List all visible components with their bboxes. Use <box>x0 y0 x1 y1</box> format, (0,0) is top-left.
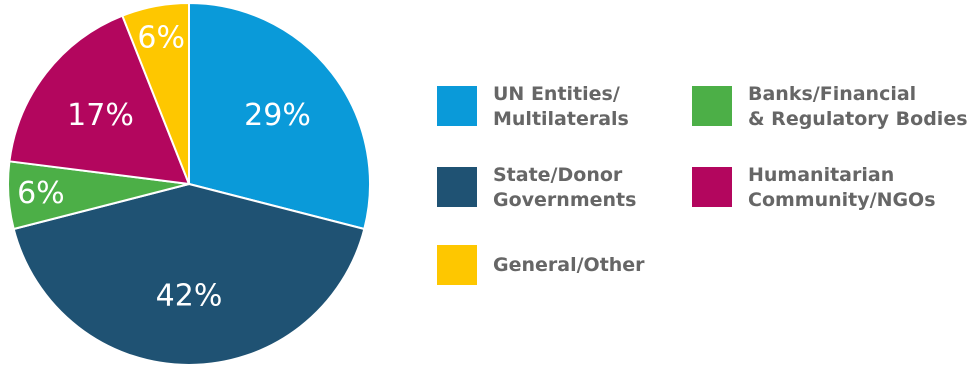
pie-slice-un <box>188 2 371 231</box>
pie-value-label-un: 29% <box>244 98 311 133</box>
legend-label-general: General/Other <box>493 253 645 278</box>
legend-item-banks: Banks/Financial & Regulatory Bodies <box>692 83 968 132</box>
legend-swatch-banks <box>692 86 732 126</box>
pie-value-label-general: 6% <box>137 21 185 56</box>
legend-label-state: State/Donor Governments <box>493 163 636 213</box>
legend-label-banks: Banks/Financial & Regulatory Bodies <box>748 82 968 132</box>
legend-item-general: General/Other <box>437 245 645 285</box>
legend-item-state: State/Donor Governments <box>437 164 636 213</box>
legend-swatch-un <box>437 86 477 126</box>
legend-label-line: UN Entities/ <box>493 83 620 105</box>
legend-swatch-state <box>437 167 477 207</box>
pie-value-label-state: 42% <box>156 279 223 314</box>
pie-slice-general <box>121 2 190 185</box>
legend-label-humanitarian: Humanitarian Community/NGOs <box>748 163 936 213</box>
legend-label-un: UN Entities/ Multilaterals <box>493 82 629 132</box>
pie-slice-state <box>12 183 366 366</box>
legend-item-un: UN Entities/ Multilaterals <box>437 83 629 132</box>
legend-swatch-humanitarian <box>692 167 732 207</box>
legend-item-humanitarian: Humanitarian Community/NGOs <box>692 164 936 213</box>
legend-label-line: Banks/Financial <box>748 83 917 105</box>
legend-label-line: General/Other <box>493 254 645 276</box>
legend-label-line: Governments <box>493 189 637 211</box>
legend-label-line: Community/NGOs <box>748 189 936 211</box>
legend-label-line: State/Donor <box>493 164 623 186</box>
pie-value-label-banks: 6% <box>17 176 65 211</box>
legend-swatch-general <box>437 245 477 285</box>
legend-label-line: Humanitarian <box>748 164 895 186</box>
legend-label-line: Multilaterals <box>493 108 629 130</box>
pie-slice-humanitarian <box>8 14 190 185</box>
legend-label-line: & Regulatory Bodies <box>748 108 968 130</box>
pie-value-label-humanitarian: 17% <box>67 98 134 133</box>
